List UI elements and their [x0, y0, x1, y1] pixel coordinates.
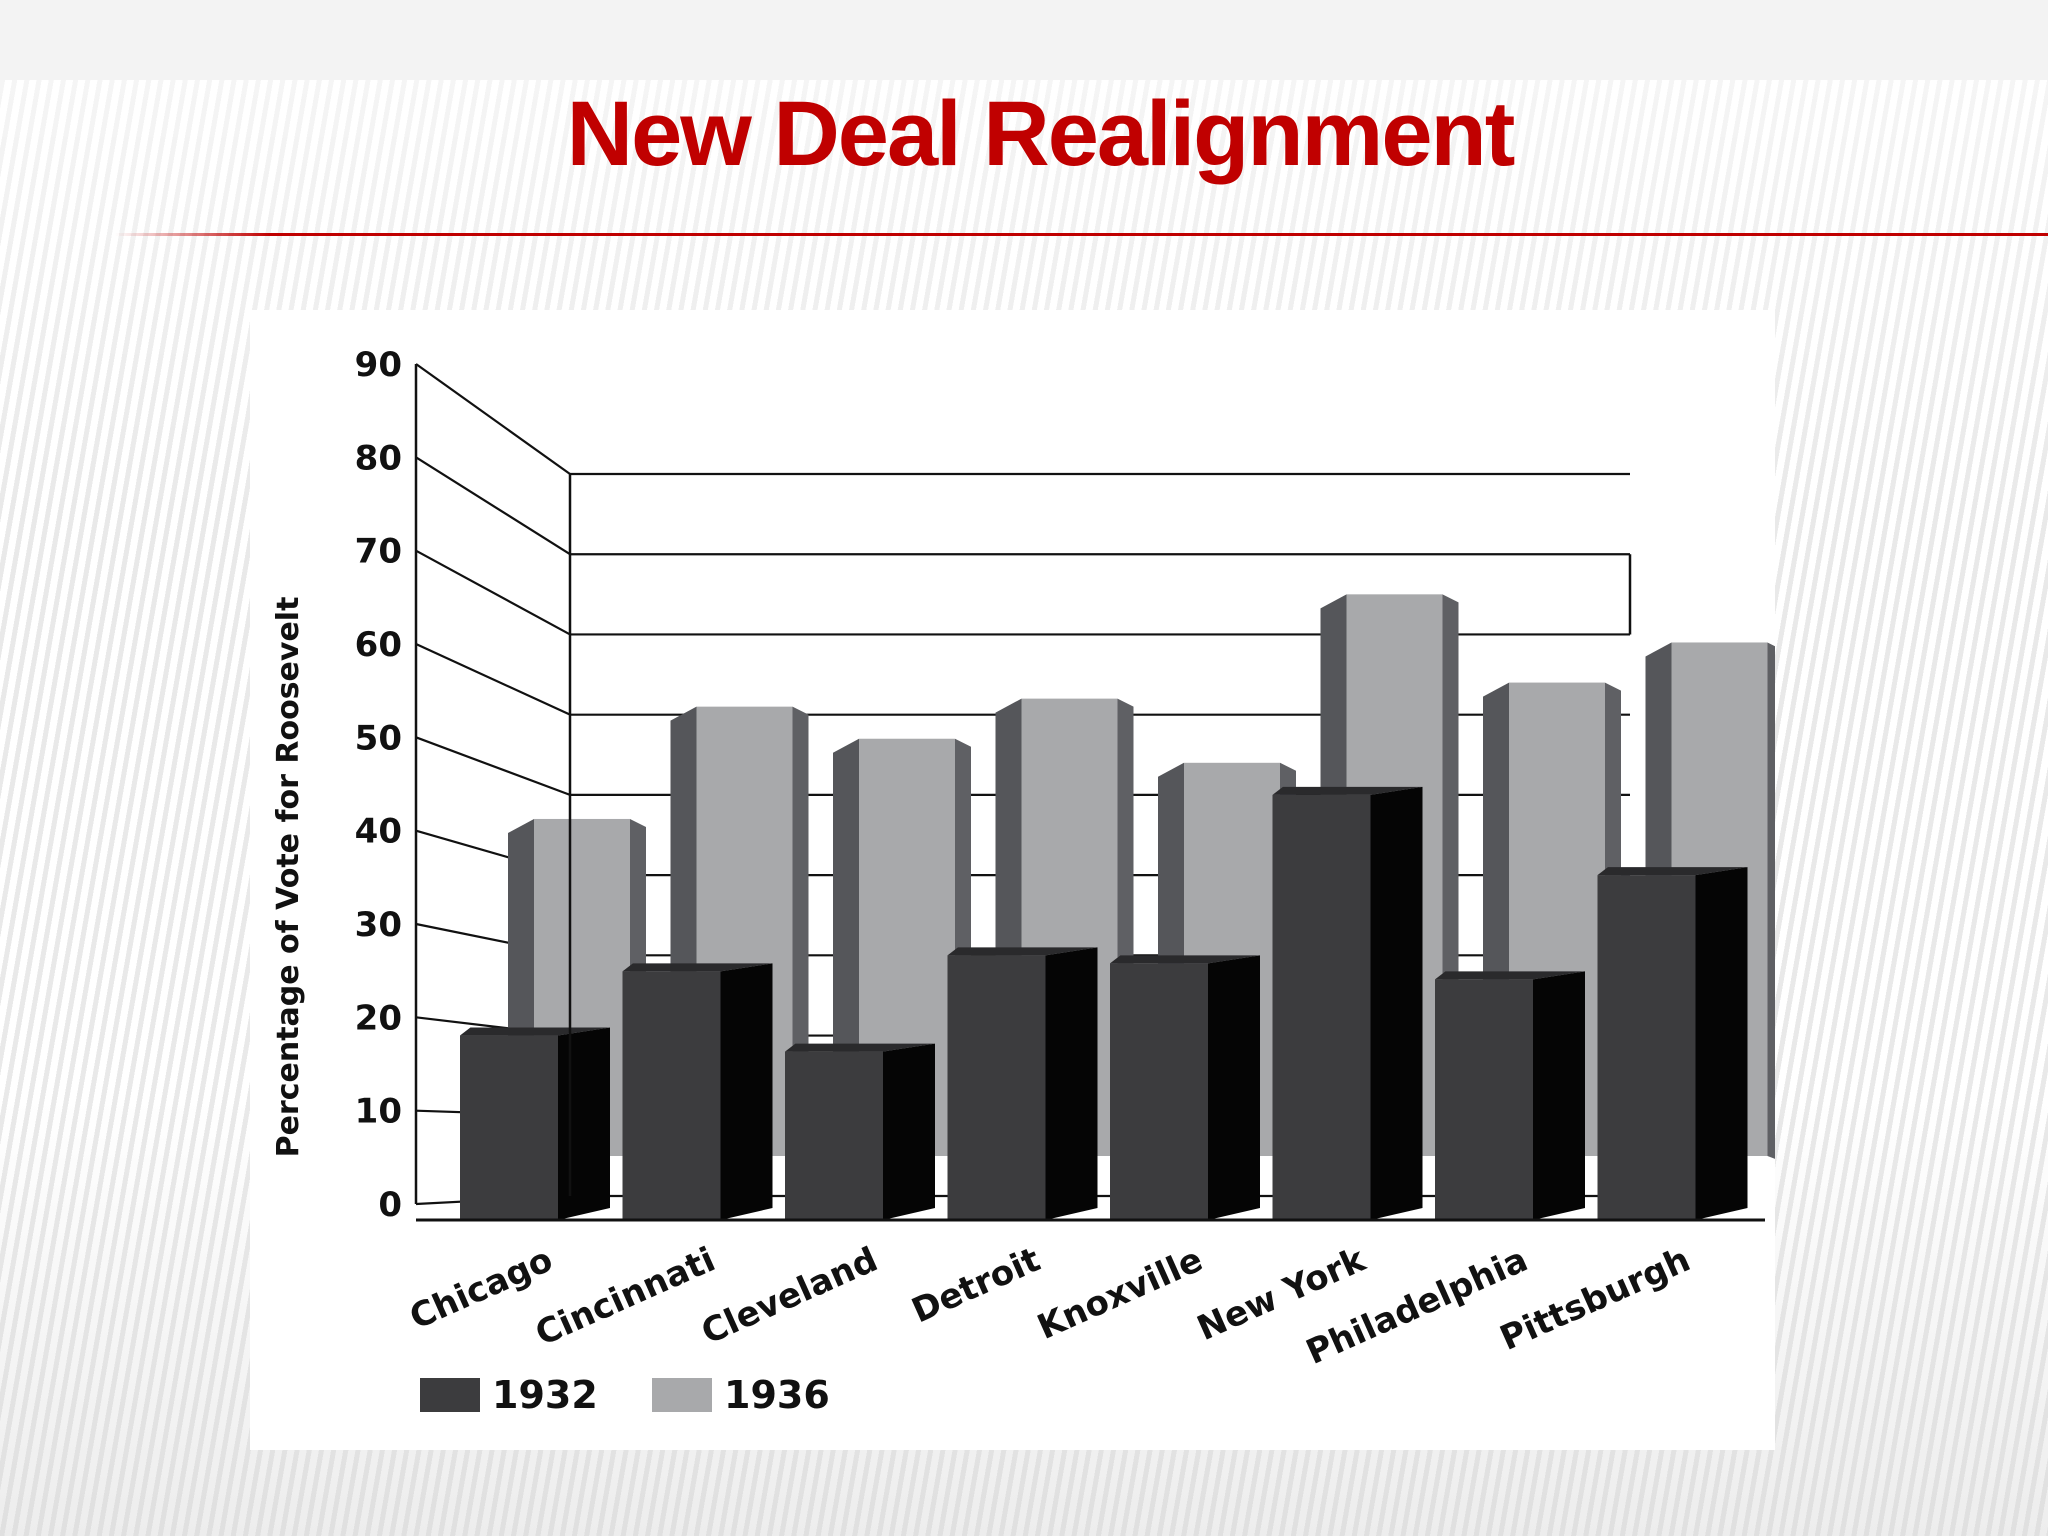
bar-1932-top — [947, 947, 1098, 956]
gridline-side — [415, 549, 571, 636]
bar-1932-side — [1370, 786, 1423, 1220]
bar-1932 — [947, 955, 1046, 1220]
gridline-side — [415, 363, 571, 475]
y-tick-label: 50 — [355, 718, 402, 758]
y-axis-label: Percentage of Vote for Roosevelt — [271, 597, 306, 1158]
legend-label-1936: 1936 — [724, 1373, 830, 1417]
bar-1932 — [1597, 875, 1696, 1220]
bar-1932 — [622, 971, 721, 1220]
bar-chart: 0102030405060708090ChicagoCincinnatiClev… — [271, 345, 1775, 1417]
bar-1932-side — [1695, 867, 1748, 1220]
x-tick-label: Cincinnati — [530, 1240, 722, 1355]
y-tick-label: 40 — [355, 812, 402, 852]
x-tick-label: Knoxville — [1032, 1240, 1209, 1348]
legend: 1932 1936 — [420, 1373, 830, 1417]
bar-1932 — [1435, 979, 1533, 1220]
y-tick-label: 80 — [355, 438, 402, 478]
bar-1932-side — [1208, 955, 1260, 1220]
y-tick-label: 90 — [355, 345, 402, 385]
bar-1932-top — [1435, 971, 1585, 980]
bar-1932-side — [720, 963, 773, 1220]
legend-swatch-1936 — [652, 1378, 712, 1412]
bar-1932-side — [883, 1043, 935, 1220]
bar-1932-top — [1110, 955, 1260, 964]
slide-title: New Deal Realignment — [566, 83, 1516, 185]
y-tick-label: 20 — [355, 998, 402, 1038]
y-tick-label: 30 — [355, 905, 402, 945]
gridline-side — [415, 736, 571, 796]
bar-1932-top — [1272, 786, 1423, 795]
bar-1932-side — [558, 1027, 610, 1220]
x-tick-label: Detroit — [906, 1240, 1046, 1332]
y-tick-label: 10 — [355, 1092, 402, 1132]
bar-1932-side — [1533, 971, 1585, 1220]
bar-1936-right — [1767, 642, 1775, 1159]
bar-1932 — [785, 1051, 883, 1220]
bar-1932-top — [460, 1027, 610, 1036]
bar-1932-side — [1045, 947, 1098, 1220]
chart-panel: 0 10 20 30 40 50 60 70 80 90 Chicago Cincinnati Clev… — [250, 310, 1775, 1450]
title-divider — [115, 233, 2048, 236]
legend-swatch-1932 — [420, 1378, 480, 1412]
y-tick-label: 60 — [355, 625, 402, 665]
bar-1932-top — [1597, 867, 1748, 876]
y-tick-label: 0 — [378, 1185, 402, 1225]
bars-1932-layer — [460, 786, 1748, 1220]
bar-1932-top — [622, 963, 773, 972]
bar-1932 — [460, 1035, 558, 1220]
bar-1932 — [1272, 794, 1371, 1220]
y-tick-label: 70 — [355, 532, 402, 572]
legend-label-1932: 1932 — [492, 1373, 598, 1417]
bar-1932-top — [785, 1043, 935, 1052]
bar-1932 — [1110, 963, 1208, 1220]
gridline-side — [415, 643, 571, 716]
gridline-side — [415, 456, 571, 556]
x-tick-label: Cleveland — [696, 1240, 884, 1353]
